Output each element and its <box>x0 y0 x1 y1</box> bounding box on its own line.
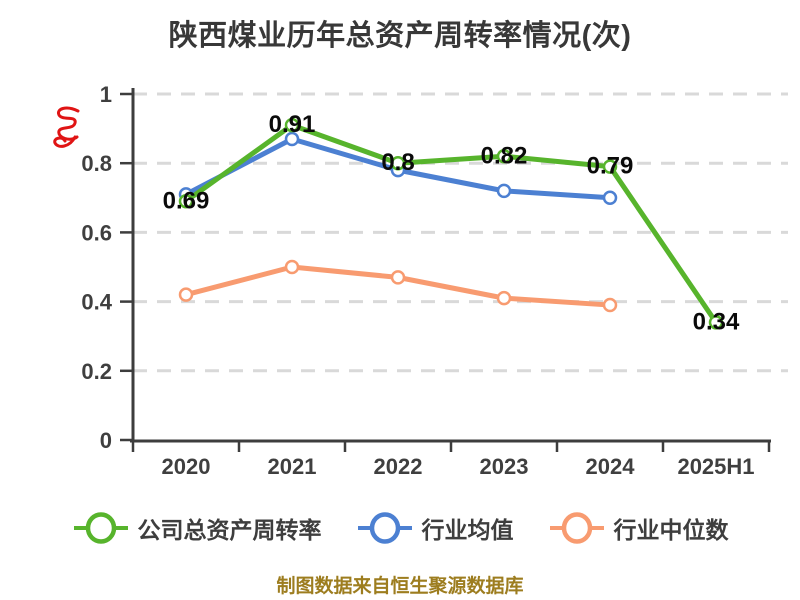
x-tick-label: 2025H1 <box>677 454 754 479</box>
x-tick-label: 2020 <box>162 454 211 479</box>
data-label: 0.91 <box>269 111 316 138</box>
data-label: 0.34 <box>693 308 740 335</box>
data-label: 0.82 <box>481 142 528 169</box>
y-tick-label: 0.8 <box>81 151 112 176</box>
red-watermark-glyph <box>53 106 80 148</box>
y-tick-label: 0.6 <box>81 220 112 245</box>
legend-item-company: 公司总资产周转率 <box>72 511 322 545</box>
data-label: 0.69 <box>163 187 210 214</box>
series-point-1 <box>496 183 512 199</box>
series-point-0 <box>496 149 512 164</box>
y-tick-label: 0.4 <box>81 290 112 315</box>
y-tick-label: 0.2 <box>81 359 112 384</box>
series-point-1 <box>602 190 618 206</box>
source-note: 制图数据来自恒生聚源数据库 <box>276 576 524 597</box>
series-point-0 <box>602 159 618 174</box>
legend-item-industry-avg: 行业均值 <box>356 511 514 545</box>
x-tick-label: 2021 <box>268 454 317 479</box>
series-point-0 <box>178 194 194 209</box>
legend-label-company: 公司总资产周转率 <box>137 517 322 543</box>
series-point-2 <box>602 297 618 313</box>
legend-marker-industry-avg-icon <box>357 512 412 544</box>
legend-label-industry-avg: 行业均值 <box>421 517 514 543</box>
chart-legend: 公司总资产周转率 行业均值 行业中位数 <box>0 511 800 545</box>
series-point-0 <box>708 315 724 330</box>
x-tick-label: 2023 <box>480 454 529 479</box>
series-point-2 <box>390 270 406 285</box>
y-tick-label: 0 <box>100 428 112 453</box>
legend-marker-industry-median-icon <box>549 512 604 544</box>
y-tick-label: 1 <box>100 82 112 107</box>
series-point-2 <box>178 287 194 302</box>
series-point-0 <box>284 117 300 133</box>
series-line-0 <box>183 122 719 325</box>
chart-title: 陕西煤业历年总资产周转率情况(次) <box>168 20 632 52</box>
data-label: 0.8 <box>381 149 414 176</box>
series-point-0 <box>390 155 406 171</box>
legend-marker-company-icon <box>73 512 128 544</box>
data-label: 0.79 <box>587 153 634 180</box>
legend-item-industry-median: 行业中位数 <box>548 511 729 545</box>
series-point-2 <box>284 259 300 275</box>
series-point-1 <box>284 131 300 147</box>
legend-label-industry-median: 行业中位数 <box>613 517 729 543</box>
series-point-2 <box>496 290 512 306</box>
x-tick-label: 2024 <box>586 454 636 479</box>
x-tick-label: 2022 <box>374 454 423 479</box>
